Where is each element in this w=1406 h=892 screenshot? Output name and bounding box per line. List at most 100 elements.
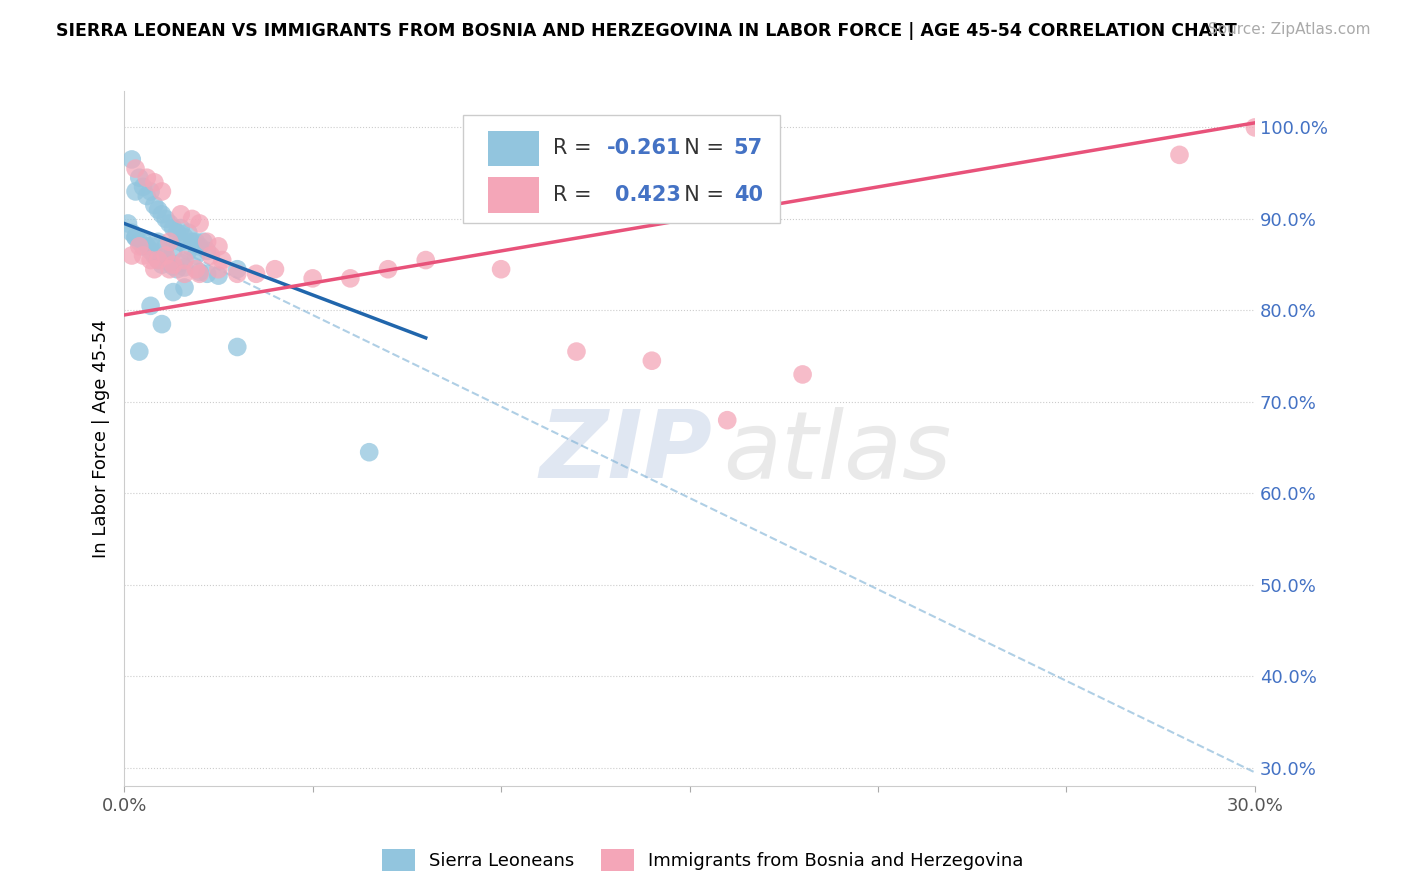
Point [124, 185, 146, 199]
Point [359, 445, 381, 459]
Point [207, 262, 229, 277]
FancyBboxPatch shape [488, 130, 538, 166]
Point [150, 185, 173, 199]
Point [121, 226, 143, 240]
Point [162, 260, 184, 274]
FancyBboxPatch shape [464, 115, 780, 223]
Point [377, 262, 399, 277]
Point [301, 271, 323, 285]
Point [195, 244, 218, 258]
Point [792, 368, 814, 382]
Point [135, 239, 157, 253]
Point [170, 235, 193, 249]
Point [170, 221, 193, 235]
Point [150, 317, 173, 331]
Point [146, 202, 169, 217]
Point [207, 268, 229, 283]
Point [188, 265, 211, 279]
Point [128, 170, 150, 185]
Point [188, 267, 211, 281]
Text: 57: 57 [734, 138, 763, 159]
Text: -0.261: -0.261 [607, 138, 682, 159]
Point [143, 198, 166, 212]
Text: 40: 40 [734, 186, 762, 205]
Point [184, 235, 207, 249]
Point [146, 235, 169, 249]
Point [339, 271, 361, 285]
Point [641, 353, 664, 368]
Point [155, 248, 177, 262]
Point [188, 239, 211, 253]
Point [143, 262, 166, 277]
Point [124, 230, 146, 244]
Point [155, 250, 177, 264]
Point [173, 253, 195, 268]
Point [195, 267, 218, 281]
Point [1168, 148, 1191, 162]
Point [226, 262, 249, 277]
Point [184, 262, 207, 277]
Point [121, 248, 143, 262]
Point [150, 207, 173, 221]
Point [121, 153, 143, 167]
Point [226, 340, 249, 354]
Point [170, 207, 193, 221]
Point [143, 248, 166, 262]
Point [162, 285, 184, 299]
Text: Source: ZipAtlas.com: Source: ZipAtlas.com [1208, 22, 1371, 37]
Point [146, 253, 169, 268]
Legend: Sierra Leoneans, Immigrants from Bosnia and Herzegovina: Sierra Leoneans, Immigrants from Bosnia … [375, 842, 1031, 879]
Text: N =: N = [672, 186, 731, 205]
Point [117, 217, 139, 231]
Point [188, 217, 211, 231]
Point [245, 267, 267, 281]
Point [181, 211, 204, 226]
Point [565, 344, 588, 359]
Point [162, 258, 184, 272]
Point [159, 217, 181, 231]
Point [128, 344, 150, 359]
Point [1244, 120, 1267, 135]
Point [173, 260, 195, 275]
Point [146, 253, 169, 268]
Point [193, 235, 215, 249]
Point [132, 180, 155, 194]
Text: R =: R = [553, 186, 605, 205]
Point [128, 239, 150, 253]
Point [195, 235, 218, 249]
Point [211, 253, 233, 268]
Point [139, 299, 162, 313]
Y-axis label: In Labor Force | Age 45-54: In Labor Force | Age 45-54 [93, 319, 110, 558]
Point [128, 235, 150, 249]
Point [159, 256, 181, 270]
Point [124, 230, 146, 244]
Point [173, 267, 195, 281]
Point [159, 235, 181, 249]
Point [716, 413, 738, 427]
Text: ZIP: ZIP [540, 407, 713, 499]
Point [177, 226, 200, 240]
Point [415, 253, 437, 268]
Point [132, 239, 155, 253]
FancyBboxPatch shape [488, 178, 538, 213]
Point [150, 258, 173, 272]
Point [264, 262, 287, 277]
Text: 0.423: 0.423 [614, 186, 681, 205]
Point [177, 244, 200, 258]
Point [162, 244, 184, 258]
Point [135, 170, 157, 185]
Point [207, 239, 229, 253]
Point [132, 248, 155, 262]
Text: N =: N = [672, 138, 731, 159]
Point [139, 244, 162, 258]
Point [139, 239, 162, 253]
Point [155, 239, 177, 253]
Point [166, 262, 188, 277]
Point [139, 253, 162, 268]
Text: R =: R = [553, 138, 598, 159]
Point [143, 175, 166, 189]
Point [173, 230, 195, 244]
Point [155, 211, 177, 226]
Point [200, 248, 222, 262]
Point [181, 235, 204, 249]
